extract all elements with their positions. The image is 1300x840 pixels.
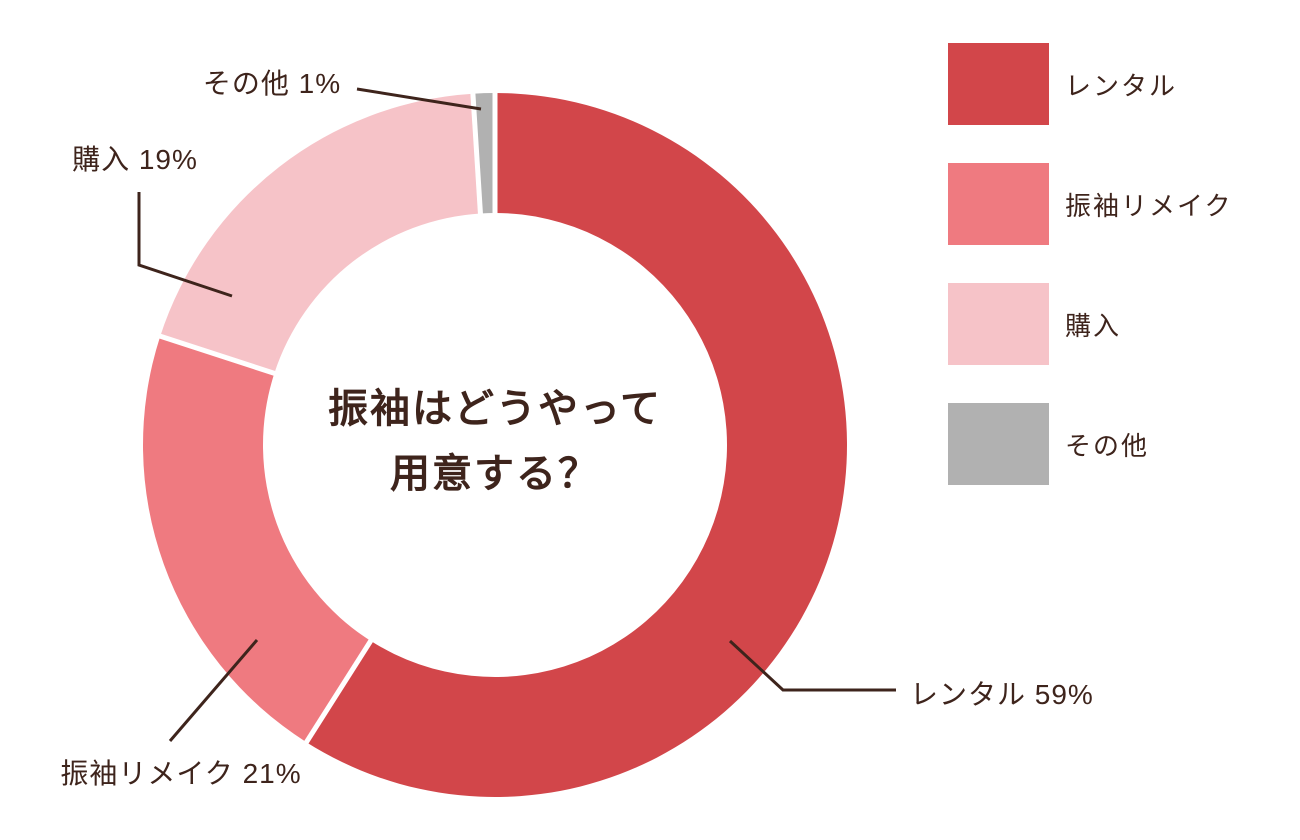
legend-item-furisode-remake: 振袖リメイク [948,163,1232,245]
donut-slices [143,93,847,797]
donut-slice-purchase [160,93,481,374]
legend-swatch-purchase [948,283,1049,365]
legend-label-purchase: 購入 [1065,310,1122,341]
legend-label-furisode-remake: 振袖リメイク [1065,190,1233,221]
donut-slice-other [472,93,495,214]
slice-separator [470,90,484,217]
legend-label-rental: レンタル [1065,70,1178,101]
legend: レンタル 振袖リメイク 購入 その他 [948,43,1232,485]
donut-slice-furisode-remake [143,336,371,743]
callout-line-other [356,87,482,111]
legend-label-other: その他 [1065,430,1150,461]
slice-separator [302,637,375,747]
callout-label-remake: 振袖リメイク 21% [60,758,301,789]
callout-label-rental: レンタル 59% [910,679,1094,710]
slice-separators [156,90,498,747]
legend-item-purchase: 購入 [948,283,1232,365]
callout-leader-lines [137,87,896,742]
callout-line-remake [168,639,259,742]
legend-swatch-other [948,403,1049,485]
callout-line-rental [728,639,896,692]
center-title-line2: 用意する？ [390,452,600,496]
legend-swatch-rental [948,43,1049,125]
callout-line-purchase [137,192,233,298]
legend-swatch-furisode-remake [948,163,1049,245]
donut-slice-rental [306,93,847,797]
callout-label-other: その他 1% [203,68,341,99]
slice-separator [156,332,278,377]
legend-item-other: その他 [948,403,1232,485]
callout-label-purchase: 購入 19% [72,144,198,175]
legend-item-rental: レンタル [948,43,1232,125]
center-title-line1: 振袖はどうやって [328,387,662,431]
